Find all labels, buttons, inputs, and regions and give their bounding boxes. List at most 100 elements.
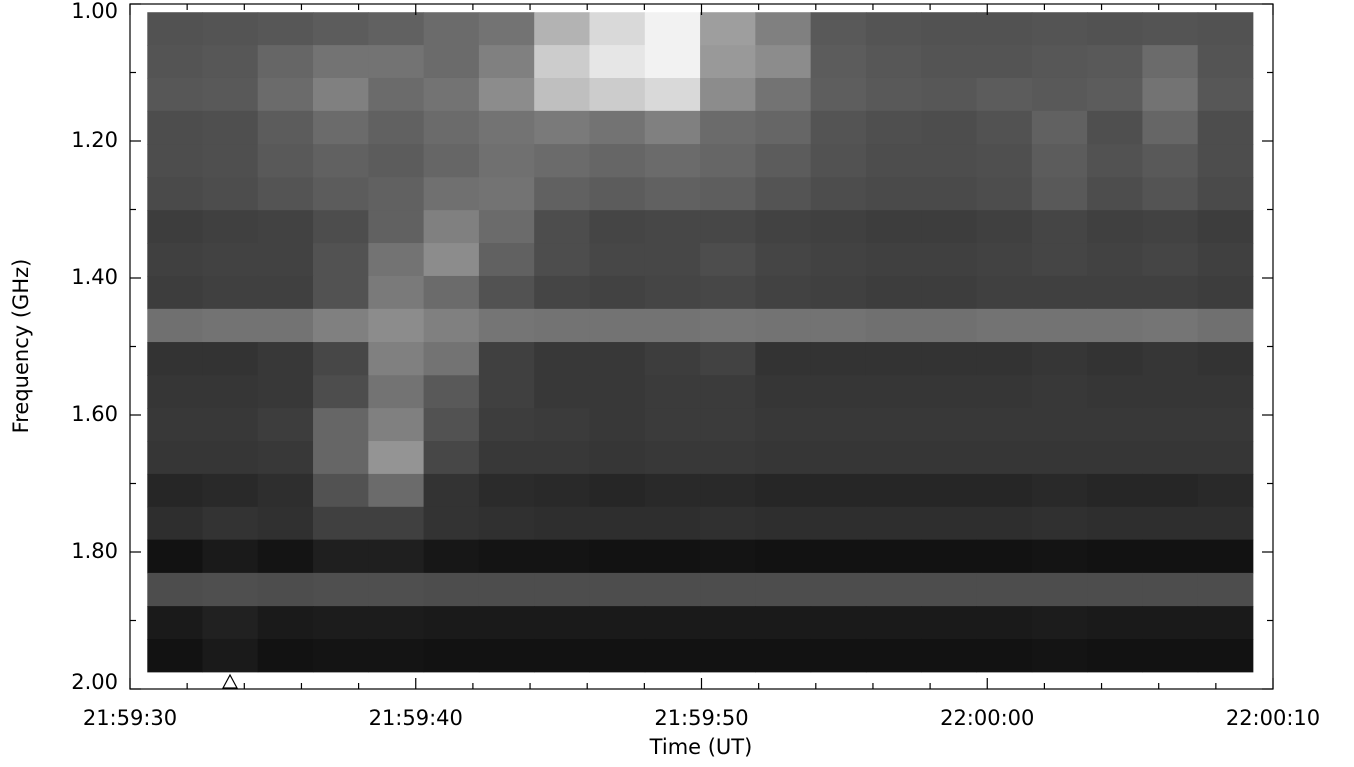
heatmap-cell — [1198, 375, 1254, 408]
heatmap-cell — [1198, 45, 1254, 78]
heatmap-cell — [811, 45, 867, 78]
heatmap-cell — [1032, 276, 1088, 309]
heatmap-cell — [977, 540, 1033, 574]
heatmap-cell — [1198, 408, 1254, 441]
heatmap-cell — [313, 144, 369, 178]
heatmap-cell — [1198, 606, 1254, 639]
heatmap-cell — [921, 507, 977, 540]
heatmap-cell — [313, 639, 369, 672]
heatmap-cell — [534, 78, 590, 111]
heatmap-cell — [1087, 12, 1143, 45]
heatmap-cell — [589, 144, 645, 178]
heatmap-cell — [755, 639, 811, 672]
heatmap-cell — [1032, 177, 1088, 210]
heatmap-cell — [1032, 507, 1088, 540]
heatmap-cell — [1142, 441, 1198, 474]
heatmap-cell — [700, 45, 756, 78]
heatmap-cell — [424, 474, 480, 507]
heatmap-cell — [1032, 540, 1088, 574]
heatmap-cell — [811, 12, 867, 45]
heatmap-cell — [977, 441, 1033, 474]
heatmap-cell — [147, 540, 203, 574]
heatmap-cell — [866, 177, 922, 210]
heatmap-cell — [1142, 276, 1198, 309]
heatmap-cell — [866, 507, 922, 540]
heatmap-cell — [479, 309, 535, 343]
heatmap-cell — [645, 111, 701, 145]
heatmap-cell — [534, 111, 590, 145]
heatmap-cell — [977, 375, 1033, 408]
heatmap-cell — [368, 342, 424, 376]
heatmap-cell — [589, 540, 645, 574]
heatmap-cell — [534, 342, 590, 376]
heatmap-cell — [202, 309, 258, 343]
heatmap-cell — [977, 243, 1033, 276]
heatmap-cell — [202, 606, 258, 639]
heatmap-cell — [479, 375, 535, 408]
heatmap-cell — [479, 45, 535, 78]
heatmap-cell — [755, 540, 811, 574]
heatmap-cell — [977, 210, 1033, 243]
heatmap-cell — [424, 441, 480, 474]
heatmap-cell — [424, 606, 480, 639]
heatmap-cell — [479, 177, 535, 210]
heatmap-cell — [755, 45, 811, 78]
heatmap-cell — [368, 177, 424, 210]
heatmap-cell — [811, 375, 867, 408]
heatmap-cell — [1142, 606, 1198, 639]
heatmap-cell — [258, 375, 314, 408]
x-axis-label: Time (UT) — [649, 735, 753, 759]
heatmap-cell — [700, 375, 756, 408]
heatmap-cell — [313, 309, 369, 343]
heatmap-cell — [811, 78, 867, 111]
heatmap-cell — [313, 441, 369, 474]
heatmap-cell — [424, 78, 480, 111]
heatmap-cell — [479, 507, 535, 540]
heatmap-cell — [589, 441, 645, 474]
heatmap-cell — [1032, 606, 1088, 639]
heatmap-cell — [589, 12, 645, 45]
heatmap-cell — [424, 573, 480, 607]
heatmap-cell — [977, 474, 1033, 507]
heatmap-cell — [1142, 573, 1198, 607]
heatmap-cell — [368, 309, 424, 343]
heatmap-cell — [645, 78, 701, 111]
heatmap-cell — [921, 540, 977, 574]
heatmap-cell — [147, 243, 203, 276]
heatmap-cell — [479, 12, 535, 45]
heatmap-cell — [313, 177, 369, 210]
heatmap-cell — [258, 342, 314, 376]
heatmap-cell — [258, 474, 314, 507]
heatmap-cell — [645, 309, 701, 343]
heatmap-cell — [589, 210, 645, 243]
heatmap-cell — [368, 12, 424, 45]
heatmap-cell — [534, 12, 590, 45]
heatmap-cell — [258, 507, 314, 540]
heatmap-cell — [755, 210, 811, 243]
heatmap-cell — [866, 243, 922, 276]
heatmap-cell — [921, 573, 977, 607]
heatmap-cell — [700, 606, 756, 639]
heatmap-cell — [1032, 243, 1088, 276]
heatmap-cell — [1032, 474, 1088, 507]
heatmap-cell — [147, 507, 203, 540]
heatmap-cell — [1087, 507, 1143, 540]
heatmap-cell — [811, 540, 867, 574]
heatmap-cell — [921, 177, 977, 210]
heatmap-cell — [700, 276, 756, 309]
heatmap-cell — [921, 144, 977, 178]
heatmap-cell — [368, 573, 424, 607]
heatmap-cell — [645, 507, 701, 540]
heatmap-cell — [977, 144, 1033, 178]
heatmap-cell — [313, 606, 369, 639]
heatmap-cell — [258, 309, 314, 343]
heatmap-cell — [921, 78, 977, 111]
heatmap-cell — [811, 639, 867, 672]
heatmap-cell — [1087, 210, 1143, 243]
heatmap-cell — [645, 408, 701, 441]
heatmap-cell — [645, 243, 701, 276]
heatmap-cell — [755, 606, 811, 639]
heatmap-cell — [202, 573, 258, 607]
heatmap-cell — [202, 78, 258, 111]
heatmap-cell — [313, 276, 369, 309]
